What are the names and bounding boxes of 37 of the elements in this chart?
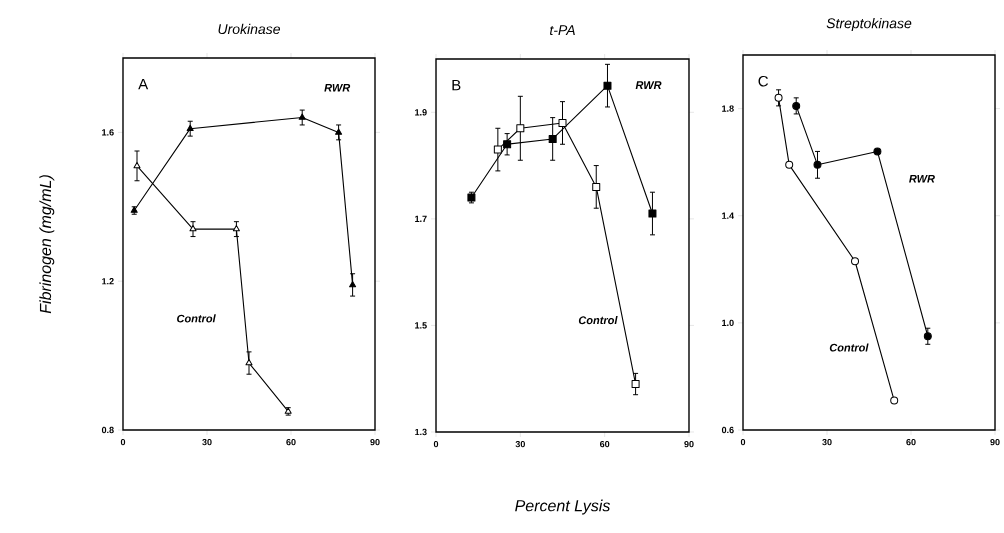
x-tick-label: 30 bbox=[202, 438, 212, 446]
y-tick-label: 1.8 bbox=[722, 105, 734, 112]
y-tick-label: 1.7 bbox=[415, 215, 427, 222]
x-tick-label: 30 bbox=[822, 438, 832, 446]
text: RWR bbox=[909, 174, 935, 183]
series-label: Control bbox=[829, 343, 869, 352]
text: RWR bbox=[324, 83, 351, 92]
y-tick-label: 1.5 bbox=[415, 322, 427, 329]
series-label: Control bbox=[578, 316, 618, 325]
x-tick-label: 0 bbox=[740, 438, 746, 446]
x-tick-label: 0 bbox=[433, 440, 439, 448]
y-axis-title: Fibrinogen (mg/mL) bbox=[39, 175, 55, 314]
annotation: B bbox=[452, 79, 461, 91]
text: Control bbox=[177, 314, 216, 323]
x-tick-label: 90 bbox=[684, 440, 694, 448]
y-tick-label: 1.6 bbox=[102, 129, 114, 136]
y-tick-label: 0.6 bbox=[721, 426, 734, 434]
y-tick-label: 1.0 bbox=[722, 319, 734, 327]
x-tick-label: 60 bbox=[286, 438, 296, 446]
chart-title: Urokinase bbox=[218, 23, 280, 35]
x-tick-label: 0 bbox=[120, 438, 126, 446]
y-tick-label: 1.9 bbox=[415, 109, 427, 116]
x-tick-label: 60 bbox=[906, 438, 916, 446]
y-tick-label: 1.3 bbox=[415, 428, 427, 436]
x-tick-label: 90 bbox=[370, 438, 380, 446]
text: RWR bbox=[635, 81, 662, 89]
x-axis-title: Percent Lysis bbox=[515, 499, 611, 515]
chart-title: Streptokinase bbox=[826, 18, 912, 32]
annotation: A bbox=[138, 78, 149, 90]
y-tick-label: 1.4 bbox=[722, 212, 735, 219]
x-tick-label: 60 bbox=[599, 440, 610, 448]
annotation: C bbox=[758, 75, 769, 87]
x-tick-label: 30 bbox=[515, 440, 525, 448]
y-tick-label: 0.8 bbox=[101, 426, 114, 434]
y-tick-label: 1.2 bbox=[102, 278, 114, 285]
chart-title: t-PA bbox=[550, 25, 575, 36]
x-tick-label: 90 bbox=[990, 438, 1000, 446]
